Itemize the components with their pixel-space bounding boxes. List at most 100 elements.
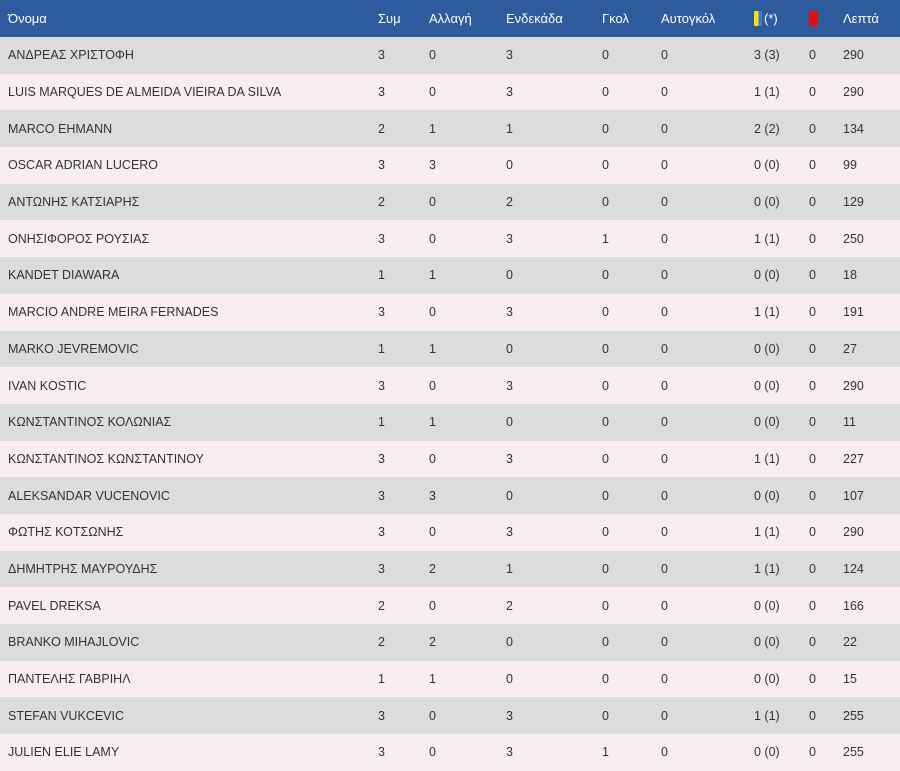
table-row: STEFAN VUKCEVIC 3 0 3 0 0 1 (1) 0 255	[0, 697, 900, 735]
starts-cell: 3	[506, 378, 513, 393]
apps-cell: 1	[378, 672, 385, 687]
own-goals-cell: 0	[661, 195, 668, 210]
apps-cell: 2	[378, 598, 385, 613]
player-name[interactable]: ΚΩΝΣΤΑΝΤΙΝΟΣ ΚΟΛΩΝΙΑΣ	[8, 415, 172, 430]
own-goals-cell: 0	[661, 672, 668, 687]
player-name[interactable]: ΠΑΝΤΕΛΗΣ ΓΑΒΡΙΗΛ	[8, 672, 131, 687]
table-row: ΠΑΝΤΕΛΗΣ ΓΑΒΡΙΗΛ 1 1 0 0 0 0 (0) 0 15	[0, 660, 900, 698]
yellow-cards-cell: 0 (0)	[754, 415, 780, 430]
player-name[interactable]: OSCAR ADRIAN LUCERO	[8, 158, 159, 173]
player-name[interactable]: LUIS MARQUES DE ALMEIDA VIEIRA DA SILVA	[8, 85, 282, 100]
starts-cell: 0	[506, 672, 513, 687]
subs-cell: 0	[429, 745, 436, 760]
column-header-name[interactable]: Όνομα	[8, 11, 47, 26]
own-goals-cell: 0	[661, 635, 668, 650]
goals-cell: 0	[602, 341, 609, 356]
own-goals-cell: 0	[661, 158, 668, 173]
minutes-cell: 255	[843, 745, 864, 760]
subs-cell: 0	[429, 598, 436, 613]
player-name[interactable]: PAVEL DREKSA	[8, 598, 101, 613]
starts-cell: 3	[506, 525, 513, 540]
minutes-cell: 290	[843, 85, 864, 100]
player-name[interactable]: MARKO JEVREMOVIC	[8, 341, 139, 356]
player-name[interactable]: ΑΝΤΩΝΗΣ ΚΑΤΣΙΑΡΗΣ	[8, 195, 140, 210]
subs-cell: 1	[429, 672, 436, 687]
player-name[interactable]: ΟΝΗΣΙΦΟΡΟΣ ΡΟΥΣΙΑΣ	[8, 231, 150, 246]
column-header-starts[interactable]: Ενδεκάδα	[506, 11, 563, 26]
player-name[interactable]: MARCO EHMANN	[8, 121, 113, 136]
table-row: ALEKSANDAR VUCENOVIC 3 3 0 0 0 0 (0) 0 107	[0, 477, 900, 514]
starts-cell: 3	[506, 708, 513, 723]
subs-cell: 0	[429, 708, 436, 723]
subs-cell: 1	[429, 121, 436, 136]
table-row: ΑΝΔΡΕΑΣ ΧΡΙΣΤΟΦΗ 3 0 3 0 0 3 (3) 0 290	[0, 37, 900, 74]
table-row: ΦΩΤΗΣ ΚΟΤΣΩΝΗΣ 3 0 3 0 0 1 (1) 0 290	[0, 513, 900, 551]
goals-cell: 0	[602, 121, 609, 136]
yellow-cards-cell: 1 (1)	[754, 525, 780, 540]
goals-cell: 0	[602, 195, 609, 210]
subs-cell: 0	[429, 451, 436, 466]
goals-cell: 0	[602, 635, 609, 650]
apps-cell: 3	[378, 231, 385, 246]
player-name[interactable]: MARCIO ANDRE MEIRA FERNADES	[8, 305, 219, 320]
starts-cell: 0	[506, 341, 513, 356]
starts-cell: 0	[506, 268, 513, 283]
own-goals-cell: 0	[661, 598, 668, 613]
player-name[interactable]: ΔΗΜΗΤΡΗΣ ΜΑΥΡΟΥΔΗΣ	[8, 561, 158, 576]
starts-cell: 3	[506, 48, 513, 63]
yellow-cards-cell: 0 (0)	[754, 268, 780, 283]
goals-cell: 0	[602, 268, 609, 283]
column-header-goals[interactable]: Γκολ	[602, 11, 629, 26]
player-name[interactable]: JULIEN ELIE LAMY	[8, 745, 120, 760]
column-header-subs[interactable]: Αλλαγή	[429, 11, 472, 26]
column-header-minutes[interactable]: Λεπτά	[843, 11, 879, 26]
red-cards-cell: 0	[809, 488, 816, 503]
player-name[interactable]: BRANKO MIHAJLOVIC	[8, 635, 140, 650]
apps-cell: 1	[378, 341, 385, 356]
table-row: JULIEN ELIE LAMY 3 0 3 1 0 0 (0) 0 255	[0, 734, 900, 771]
subs-cell: 0	[429, 525, 436, 540]
apps-cell: 2	[378, 121, 385, 136]
goals-cell: 1	[602, 231, 609, 246]
apps-cell: 3	[378, 708, 385, 723]
minutes-cell: 18	[843, 268, 857, 283]
table-row: BRANKO MIHAJLOVIC 2 2 0 0 0 0 (0) 0 22	[0, 624, 900, 661]
apps-cell: 3	[378, 561, 385, 576]
own-goals-cell: 0	[661, 268, 668, 283]
minutes-cell: 107	[843, 488, 864, 503]
red-cards-cell: 0	[809, 195, 816, 210]
own-goals-cell: 0	[661, 121, 668, 136]
goals-cell: 0	[602, 158, 609, 173]
minutes-cell: 99	[843, 158, 857, 173]
player-name[interactable]: ΦΩΤΗΣ ΚΟΤΣΩΝΗΣ	[8, 525, 124, 540]
table-row: ΑΝΤΩΝΗΣ ΚΑΤΣΙΑΡΗΣ 2 0 2 0 0 0 (0) 0 129	[0, 183, 900, 221]
player-name[interactable]: ΚΩΝΣΤΑΝΤΙΝΟΣ ΚΩΝΣΤΑΝΤΙΝΟΥ	[8, 451, 204, 466]
red-cards-cell: 0	[809, 231, 816, 246]
table-row: ΚΩΝΣΤΑΝΤΙΝΟΣ ΚΩΝΣΤΑΝΤΙΝΟΥ 3 0 3 0 0 1 (1) 0 227	[0, 440, 900, 478]
player-name[interactable]: STEFAN VUKCEVIC	[8, 708, 124, 723]
player-name[interactable]: ΑΝΔΡΕΑΣ ΧΡΙΣΤΟΦΗ	[8, 48, 134, 63]
subs-cell: 1	[429, 268, 436, 283]
player-name[interactable]: IVAN KOSTIC	[8, 378, 87, 393]
minutes-cell: 15	[843, 672, 857, 687]
player-name[interactable]: ALEKSANDAR VUCENOVIC	[8, 488, 170, 503]
column-header-own-goals[interactable]: Αυτογκόλ	[661, 11, 716, 26]
minutes-cell: 290	[843, 378, 864, 393]
apps-cell: 3	[378, 488, 385, 503]
starts-cell: 3	[506, 305, 513, 320]
column-header-red-cards[interactable]	[809, 0, 843, 37]
red-cards-cell: 0	[809, 341, 816, 356]
apps-cell: 3	[378, 378, 385, 393]
red-cards-cell: 0	[809, 121, 816, 136]
yellow-cards-cell: 1 (1)	[754, 85, 780, 100]
subs-cell: 0	[429, 48, 436, 63]
column-header-yellow-cards[interactable]: (*)	[754, 0, 809, 37]
column-header-apps[interactable]: Συμ	[378, 11, 401, 26]
apps-cell: 3	[378, 525, 385, 540]
table-row: MARCO EHMANN 2 1 1 0 0 2 (2) 0 134	[0, 110, 900, 148]
starts-cell: 3	[506, 451, 513, 466]
own-goals-cell: 0	[661, 488, 668, 503]
player-name[interactable]: KANDET DIAWARA	[8, 268, 120, 283]
red-cards-cell: 0	[809, 525, 816, 540]
table-row: KANDET DIAWARA 1 1 0 0 0 0 (0) 0 18	[0, 257, 900, 294]
